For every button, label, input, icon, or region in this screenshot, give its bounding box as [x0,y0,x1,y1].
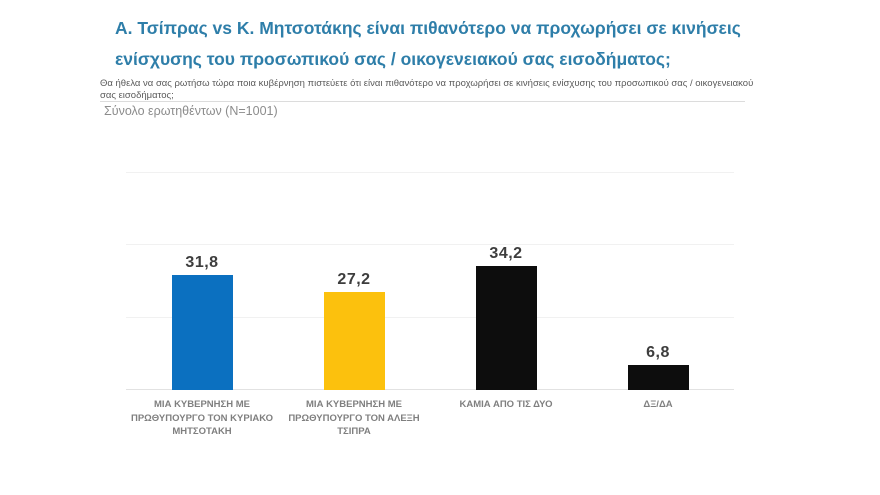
bar-value-label: 27,2 [337,270,371,288]
bar-2 [323,291,385,390]
x-axis-baseline [126,389,734,390]
bar-slot: 27,2 [278,160,430,390]
bar-3 [475,266,537,390]
bar-chart: 31,8 27,2 34,2 6,8 [126,160,734,390]
sample-size-note: Σύνολο ερωτηθέντων (N=1001) [104,104,278,118]
divider-line [100,101,745,102]
bar-1 [171,275,233,390]
bar-slot: 6,8 [582,160,734,390]
gridline [126,244,734,246]
bar-value-label: 31,8 [185,254,219,271]
bar-value-label: 6,8 [646,344,670,362]
category-label: ΜΙΑ ΚΥΒΕΡΝΗΣΗ ΜΕ ΠΡΩΘΥΠΟΥΡΓΟ ΤΟΝ ΑΛΕΞΗ Τ… [288,399,420,437]
bars-area: 31,8 27,2 34,2 6,8 [126,160,734,390]
bar-slot: 34,2 [430,160,582,390]
category-label: ΜΙΑ ΚΥΒΕΡΝΗΣΗ ΜΕ ΠΡΩΘΥΠΟΥΡΓΟ ΤΟΝ ΚΥΡΙΑΚΟ… [130,399,274,437]
category-axis: ΜΙΑ ΚΥΒΕΡΝΗΣΗ ΜΕ ΠΡΩΘΥΠΟΥΡΓΟ ΤΟΝ ΚΥΡΙΑΚΟ… [126,398,734,439]
gridline [126,172,734,173]
bar-value-label: 34,2 [489,245,523,263]
gridlines [126,160,734,390]
category-label: ΚΑΜΙΑ ΑΠΟ ΤΙΣ ΔΥΟ [459,399,553,410]
category-label: ΔΞ/ΔΑ [643,399,673,410]
bar-slot: 31,8 [126,160,278,390]
gridline [126,316,734,318]
bar-4 [627,365,689,390]
chart-title: Α. Τσίπρας vs Κ. Μητσοτάκης είναι πιθανό… [115,18,741,69]
survey-question-text: Θα ήθελα να σας ρωτήσω τώρα ποια κυβέρνη… [100,78,754,101]
